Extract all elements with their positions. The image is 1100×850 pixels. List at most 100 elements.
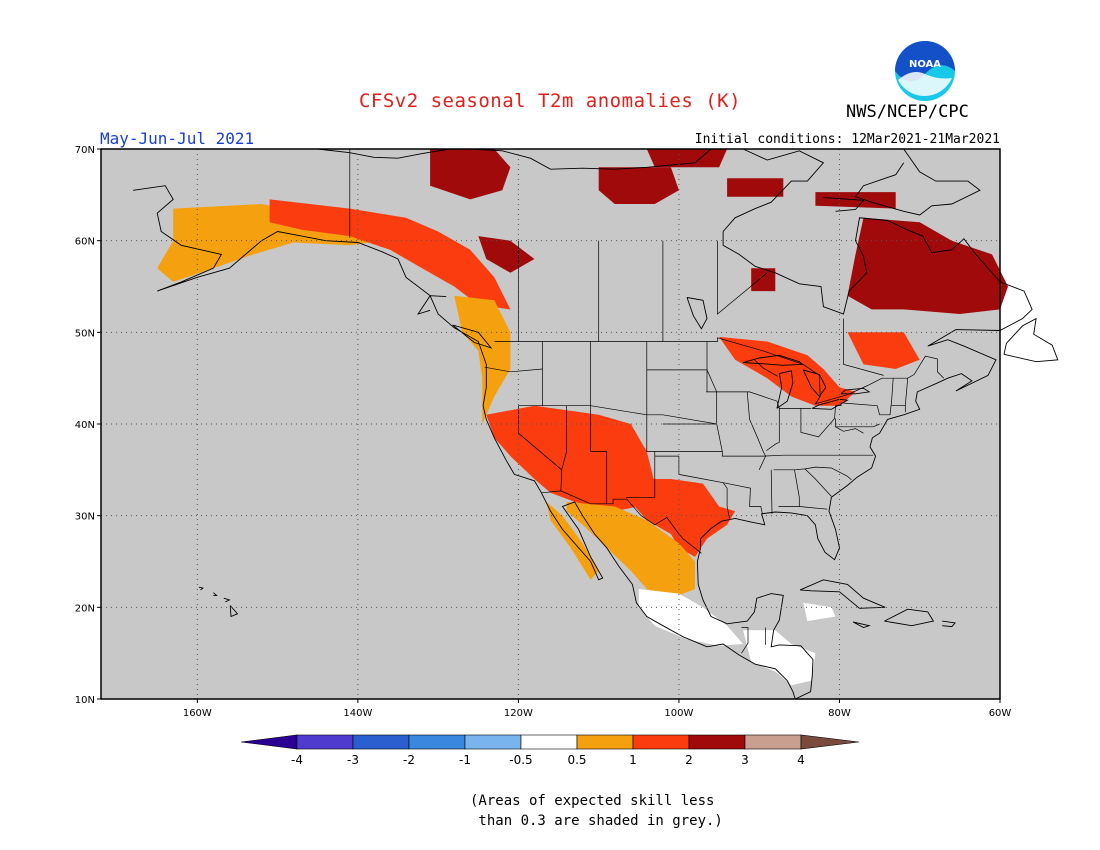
lat-tick-label: 40N xyxy=(75,420,95,431)
lon-tick-label: 100W xyxy=(664,708,693,719)
coastline xyxy=(133,185,796,700)
coastline xyxy=(852,621,871,628)
boundary-line xyxy=(904,378,909,406)
boundary-line xyxy=(706,391,812,409)
colorbar-arrow-low xyxy=(240,734,298,750)
colorbar-label: 0.5 xyxy=(567,753,586,767)
coastline xyxy=(198,586,204,591)
lake-outline xyxy=(686,297,708,330)
boundary-line xyxy=(484,366,543,373)
boundary-line xyxy=(799,506,828,510)
logo-text: NOAA xyxy=(909,59,941,70)
anomaly-patch xyxy=(598,167,679,204)
lat-tick-label: 10N xyxy=(75,695,95,706)
boundary-line xyxy=(800,405,836,438)
lat-tick-label: 20N xyxy=(75,603,95,614)
boundary-line xyxy=(678,456,730,519)
coastline xyxy=(1003,317,1059,363)
lake-outline xyxy=(840,387,871,395)
chart-title: CFSv2 seasonal T2m anomalies (K) xyxy=(358,90,742,112)
lon-tick-label: 140W xyxy=(343,708,372,719)
anomaly-patch xyxy=(478,236,535,273)
boundary-line xyxy=(754,359,778,377)
anomaly-patch xyxy=(751,268,776,292)
colorbar-label: -1 xyxy=(459,753,471,767)
colorbar-segment xyxy=(744,734,802,750)
skill-footnote: (Areas of expected skill less than 0.3 a… xyxy=(470,791,723,831)
lake-outline xyxy=(811,398,849,410)
colorbar-label: -0.5 xyxy=(509,753,532,767)
anomaly-patch xyxy=(847,217,1008,314)
anomaly-patch xyxy=(430,149,511,200)
colorbar-arrow-high xyxy=(800,734,860,750)
boundary-line xyxy=(766,408,780,451)
anomaly-patch xyxy=(269,199,511,310)
boundary-line xyxy=(891,405,906,413)
anomaly-patch xyxy=(454,295,511,424)
anomaly-patch xyxy=(566,501,695,599)
anomaly-patch xyxy=(815,192,896,209)
gridlines xyxy=(101,149,1000,699)
boundary-line xyxy=(518,369,718,425)
boundary-line xyxy=(746,391,766,470)
initial-conditions-label: Initial conditions: 12Mar2021-21Mar2021 xyxy=(694,132,1000,147)
colorbar-label: 2 xyxy=(685,753,693,767)
coastline xyxy=(223,597,231,603)
colorbar-segment xyxy=(296,734,354,750)
coastline xyxy=(277,148,712,170)
boundary-line xyxy=(835,418,864,434)
boundary-line xyxy=(721,451,874,457)
anomaly-patch xyxy=(638,589,744,646)
boundary-line xyxy=(654,423,723,452)
noaa-logo-icon: NOAA xyxy=(895,41,955,101)
boundary-line xyxy=(541,490,702,554)
boundary-line xyxy=(843,318,884,376)
colorbar-segment xyxy=(408,734,466,750)
lake-outline xyxy=(776,370,794,409)
colorbar-label: -2 xyxy=(403,753,415,767)
boundary-line xyxy=(717,240,768,315)
coastline-layer xyxy=(133,148,1059,700)
coastline xyxy=(417,295,447,315)
agency-label: NWS/NCEP/CPC xyxy=(846,102,969,122)
coastline xyxy=(213,592,218,596)
colorbar-segment xyxy=(632,734,690,750)
colorbar-segment xyxy=(576,734,634,750)
lat-tick-label: 60N xyxy=(75,237,95,248)
coastline xyxy=(229,605,239,618)
colorbar-label: -3 xyxy=(347,753,359,767)
lake-outline xyxy=(742,354,804,366)
lat-tick-label: 70N xyxy=(75,145,95,156)
boundary-line xyxy=(804,468,832,497)
anomaly-patch xyxy=(743,630,816,686)
colorbar-label: 1 xyxy=(629,753,637,767)
anomaly-patch xyxy=(646,149,728,168)
boundary-line xyxy=(560,405,567,491)
coastline xyxy=(799,579,886,609)
coastline xyxy=(854,148,981,216)
boundary-line xyxy=(741,627,749,654)
boundary-line xyxy=(835,378,894,416)
boundary-line xyxy=(590,341,608,504)
colorbar-label: -4 xyxy=(291,753,303,767)
boundary-line xyxy=(770,469,773,514)
colorbar-segment xyxy=(688,734,746,750)
footnote-line-1: (Areas of expected skill less xyxy=(470,793,715,809)
boundary-line xyxy=(835,423,880,428)
lat-tick-label: 30N xyxy=(75,512,95,523)
axis-ticks: 70N 60N 50N 40N 30N 20N 10N 160W 140W 120W 100W 80W… xyxy=(75,145,1012,719)
lat-tick-label: 50N xyxy=(75,328,95,339)
anomaly-patch xyxy=(727,178,784,197)
colorbar-label: 3 xyxy=(741,753,749,767)
anomaly-patch xyxy=(486,405,655,512)
coastline xyxy=(696,148,1033,700)
borders-layer xyxy=(349,149,945,654)
coastline xyxy=(942,620,956,628)
lon-tick-label: 80W xyxy=(828,708,851,719)
anomaly-patch xyxy=(847,332,920,369)
colorbar-segment xyxy=(464,734,522,750)
colorbar-segment xyxy=(520,734,578,750)
footnote-line-2: than 0.3 are shaded in grey.) xyxy=(470,813,723,829)
coastline xyxy=(884,608,935,627)
